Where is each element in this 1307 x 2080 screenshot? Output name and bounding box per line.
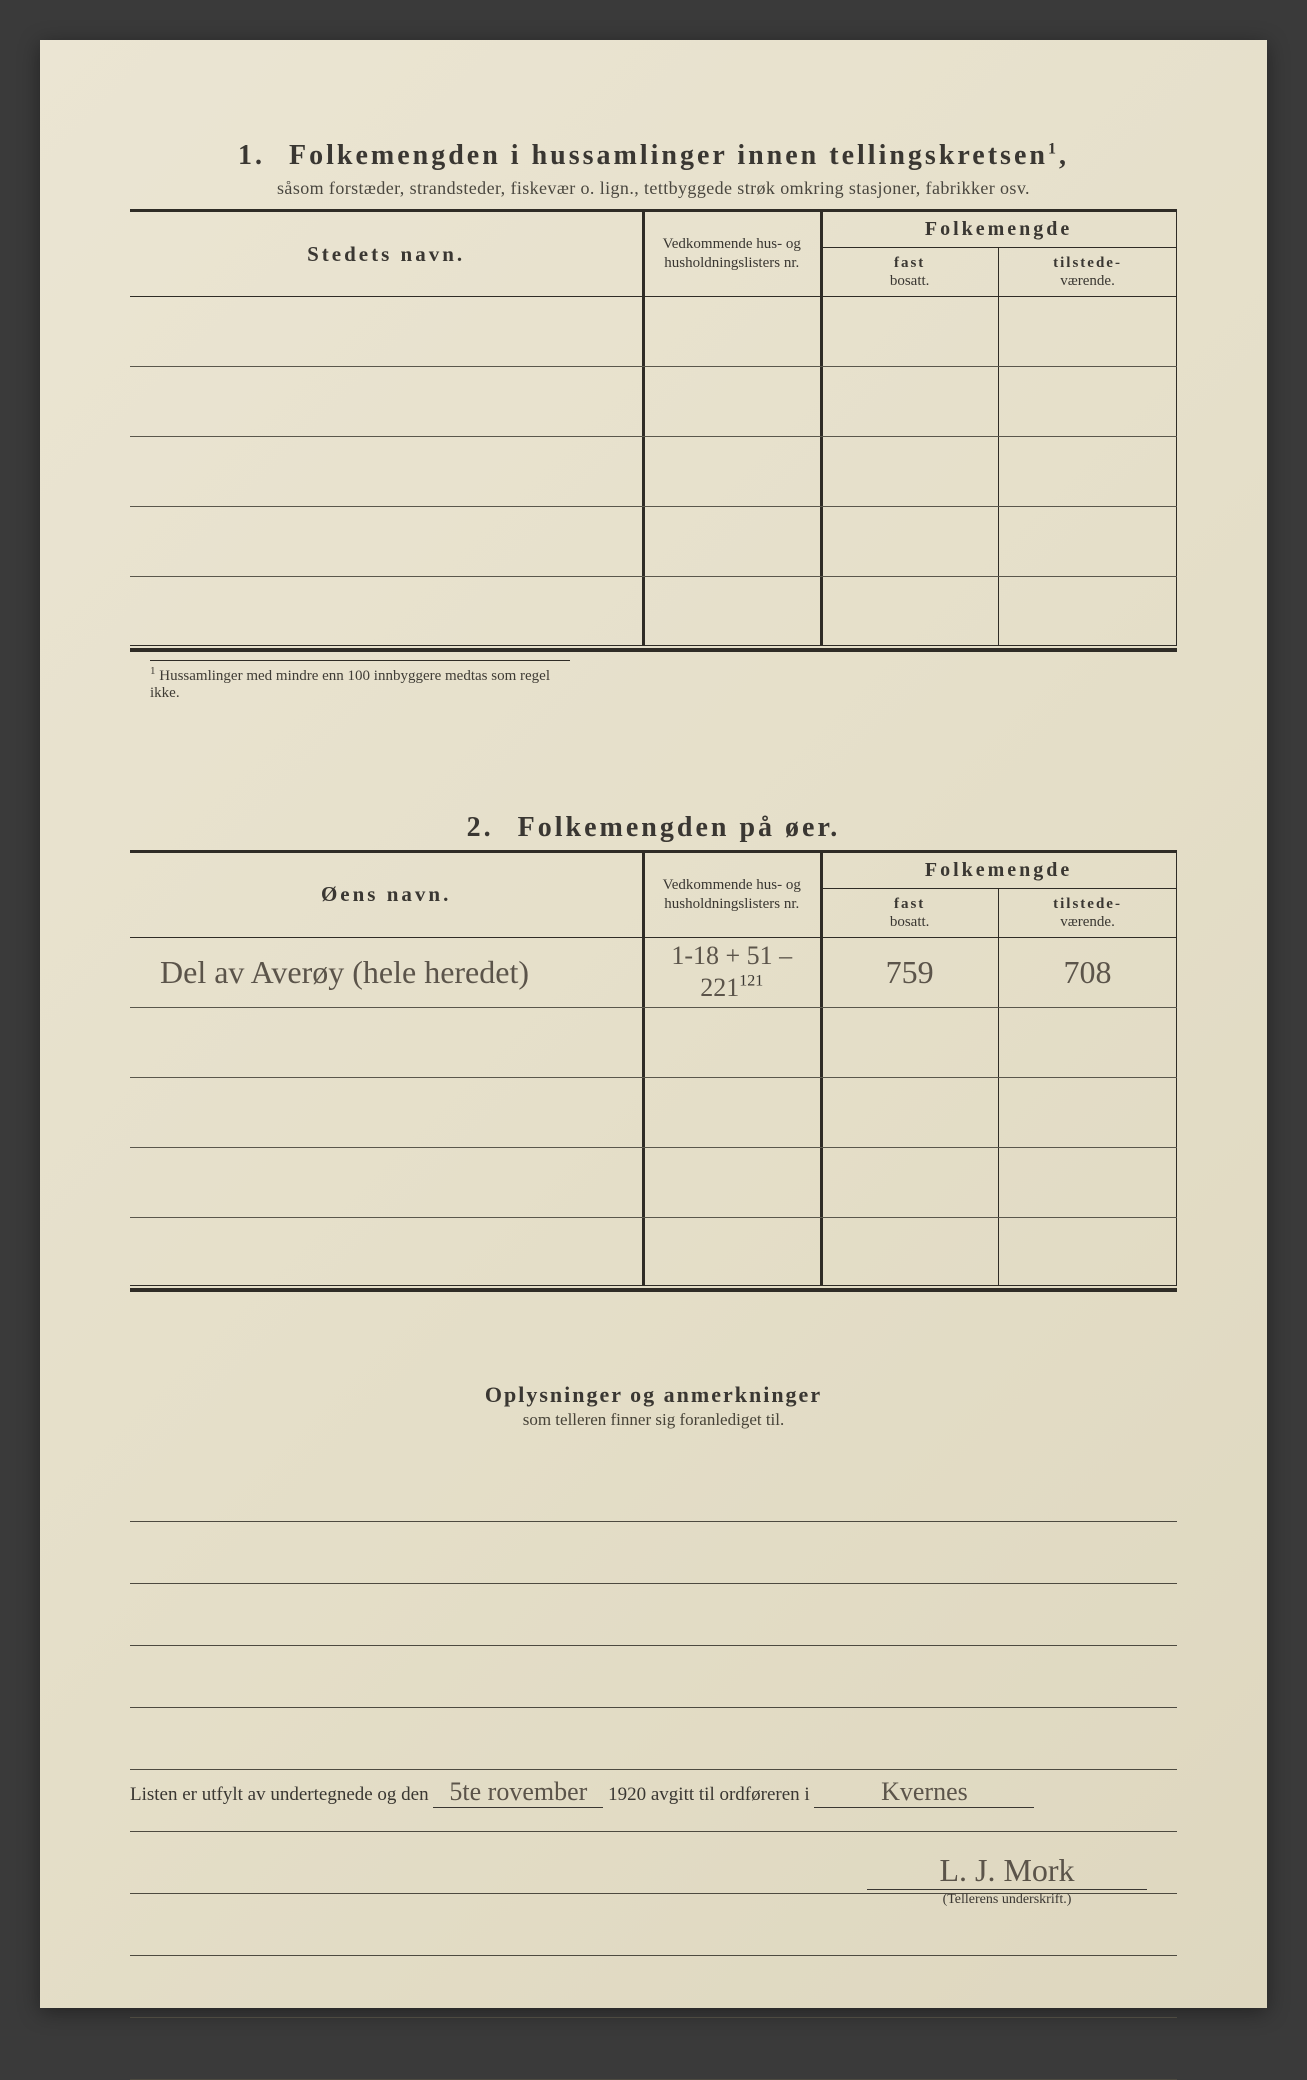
cell-fast	[821, 1147, 999, 1217]
cell-name	[130, 1147, 643, 1217]
cell-fast	[821, 437, 999, 507]
col-reference: Vedkommende hus- og husholdningslisters …	[643, 853, 821, 938]
cell-name	[130, 297, 643, 367]
ruled-line	[130, 1708, 1177, 1770]
rule	[130, 1289, 1177, 1292]
cell-name	[130, 367, 643, 437]
ruled-line	[130, 1646, 1177, 1708]
cell-name	[130, 437, 643, 507]
cell-ref	[643, 507, 821, 577]
cell-name: Del av Averøy (hele heredet)	[130, 937, 643, 1007]
cell-tilstede	[999, 1217, 1177, 1287]
cell-name	[130, 577, 643, 647]
remarks-lines	[130, 1460, 1177, 2080]
col-tilstede: tilstede-værende.	[999, 888, 1177, 937]
cell-ref	[643, 367, 821, 437]
cell-tilstede	[999, 297, 1177, 367]
cell-ref	[643, 1077, 821, 1147]
footer-place: Kvernes	[814, 1777, 1034, 1808]
section1-footnote: 1 Hussamlinger med mindre enn 100 innbyg…	[150, 660, 570, 702]
cell-fast: 759	[821, 937, 999, 1007]
footer-date: 5te rovember	[433, 1777, 603, 1808]
cell-name	[130, 1007, 643, 1077]
table-row	[130, 1147, 1177, 1217]
cell-ref	[643, 577, 821, 647]
cell-ref: 1-18 + 51 – 221121	[643, 937, 821, 1007]
footer-mid: avgitt til ordføreren i	[651, 1784, 810, 1805]
cell-ref	[643, 1147, 821, 1217]
section-3-remarks: Oplysninger og anmerkninger som telleren…	[130, 1382, 1177, 2080]
cell-ref	[643, 437, 821, 507]
ruled-line	[130, 1522, 1177, 1584]
footer-attestation: Listen er utfylt av undertegnede og den …	[130, 1777, 1177, 1808]
signature-rule	[867, 1889, 1147, 1890]
table-row	[130, 1007, 1177, 1077]
footer-year: 1920	[608, 1784, 646, 1805]
signature: L. J. Mork	[867, 1852, 1147, 1889]
cell-tilstede	[999, 1007, 1177, 1077]
section1-subtitle: såsom forstæder, strandsteder, fiskevær …	[130, 178, 1177, 199]
cell-tilstede	[999, 437, 1177, 507]
census-form-page: 1. Folkemengden i hussamlinger innen tel…	[40, 40, 1267, 2008]
col-stedets-navn: Stedets navn.	[130, 212, 643, 297]
rule	[130, 649, 1177, 652]
section-1: 1. Folkemengden i hussamlinger innen tel…	[130, 140, 1177, 702]
section1-title-sup: 1	[1048, 141, 1059, 158]
section2-number: 2.	[467, 812, 494, 843]
cell-name	[130, 1077, 643, 1147]
section2-title: 2. Folkemengden på øer.	[130, 812, 1177, 844]
col-oens-navn: Øens navn.	[130, 853, 643, 938]
col-reference: Vedkommende hus- og husholdningslisters …	[643, 212, 821, 297]
table-oer: Øens navn. Vedkommende hus- og husholdni…	[130, 853, 1177, 1290]
cell-fast	[821, 367, 999, 437]
table-hussamlinger: Stedets navn. Vedkommende hus- og hushol…	[130, 212, 1177, 649]
cell-tilstede: 708	[999, 937, 1177, 1007]
cell-tilstede	[999, 367, 1177, 437]
ruled-line	[130, 2018, 1177, 2080]
cell-tilstede	[999, 1077, 1177, 1147]
table-row	[130, 1077, 1177, 1147]
cell-ref	[643, 1217, 821, 1287]
cell-name	[130, 507, 643, 577]
ruled-line	[130, 1584, 1177, 1646]
footer-prefix: Listen er utfylt av undertegnede og den	[130, 1784, 429, 1805]
table-row	[130, 507, 1177, 577]
cell-fast	[821, 1217, 999, 1287]
section2-title-text: Folkemengden på øer.	[518, 812, 841, 843]
cell-tilstede	[999, 507, 1177, 577]
col-folkemengde: Folkemengde	[821, 853, 1177, 889]
table-row	[130, 367, 1177, 437]
cell-tilstede	[999, 1147, 1177, 1217]
cell-fast	[821, 507, 999, 577]
signature-caption: (Tellerens underskrift.)	[867, 1892, 1147, 1908]
cell-fast	[821, 1077, 999, 1147]
cell-fast	[821, 577, 999, 647]
table-row: Del av Averøy (hele heredet)1-18 + 51 – …	[130, 937, 1177, 1007]
col-folkemengde: Folkemengde	[821, 212, 1177, 248]
table-row	[130, 297, 1177, 367]
cell-fast	[821, 1007, 999, 1077]
section-2: 2. Folkemengden på øer. Øens navn. Vedko…	[130, 812, 1177, 1293]
ruled-line	[130, 1460, 1177, 1522]
cell-ref	[643, 1007, 821, 1077]
cell-tilstede	[999, 577, 1177, 647]
cell-ref	[643, 297, 821, 367]
table-row	[130, 1217, 1177, 1287]
col-fast: fastbosatt.	[821, 888, 999, 937]
remarks-title: Oplysninger og anmerkninger	[130, 1382, 1177, 1408]
cell-fast	[821, 297, 999, 367]
col-tilstede: tilstede-værende.	[999, 248, 1177, 297]
table-row	[130, 577, 1177, 647]
table-row	[130, 437, 1177, 507]
ruled-line	[130, 1956, 1177, 2018]
section1-title-text: Folkemengden i hussamlinger innen tellin…	[289, 140, 1048, 171]
remarks-subtitle: som telleren finner sig foranlediget til…	[130, 1410, 1177, 1430]
col-fast: fastbosatt.	[821, 248, 999, 297]
cell-name	[130, 1217, 643, 1287]
signature-block: L. J. Mork (Tellerens underskrift.)	[867, 1852, 1147, 1908]
section1-title: 1. Folkemengden i hussamlinger innen tel…	[130, 140, 1177, 172]
section1-number: 1.	[238, 140, 265, 171]
